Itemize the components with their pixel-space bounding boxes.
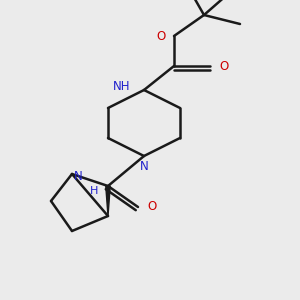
Text: N: N xyxy=(74,170,82,184)
Text: O: O xyxy=(147,200,156,214)
Text: N: N xyxy=(140,160,148,173)
Text: NH: NH xyxy=(113,80,130,94)
Text: O: O xyxy=(157,29,166,43)
Polygon shape xyxy=(106,186,110,216)
Text: H: H xyxy=(90,185,99,196)
Text: O: O xyxy=(219,59,228,73)
